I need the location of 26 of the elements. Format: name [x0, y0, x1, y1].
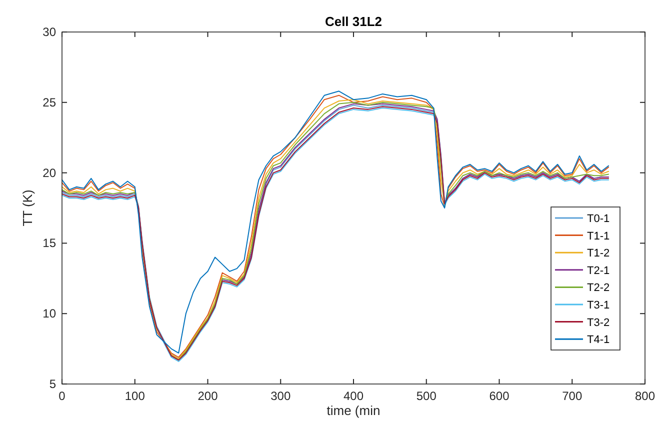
- x-tick-label: 300: [270, 389, 291, 403]
- legend-label: T1-1: [587, 230, 610, 242]
- y-tick-label: 30: [42, 25, 56, 39]
- legend-label: T4-1: [587, 334, 610, 346]
- x-tick-label: 100: [124, 389, 146, 403]
- legend-label: T1-2: [587, 248, 610, 260]
- y-tick-label: 20: [42, 166, 56, 180]
- legend-label: T3-2: [587, 316, 610, 329]
- legend-label: T2-2: [587, 282, 610, 294]
- y-tick-label: 5: [49, 377, 56, 391]
- y-axis-title: TT (K): [20, 190, 35, 226]
- legend-label: T3-1: [587, 300, 610, 312]
- x-tick-label: 200: [198, 389, 218, 403]
- legend-label: T0-1: [587, 213, 610, 225]
- x-tick-label: 700: [562, 389, 582, 403]
- y-tick-label: 25: [42, 95, 56, 110]
- x-tick-label: 800: [634, 389, 656, 403]
- y-tick-label: 15: [42, 236, 56, 250]
- legend-label: T2-1: [587, 264, 610, 277]
- x-tick-label: 0: [58, 389, 66, 403]
- x-tick-label: 600: [489, 389, 510, 403]
- x-tick-label: 400: [343, 389, 364, 403]
- y-tick-label: 10: [42, 306, 56, 321]
- chart-title: Cell 31L2: [324, 14, 382, 29]
- x-tick-label: 500: [416, 389, 437, 403]
- x-axis-title: time (min: [326, 403, 380, 418]
